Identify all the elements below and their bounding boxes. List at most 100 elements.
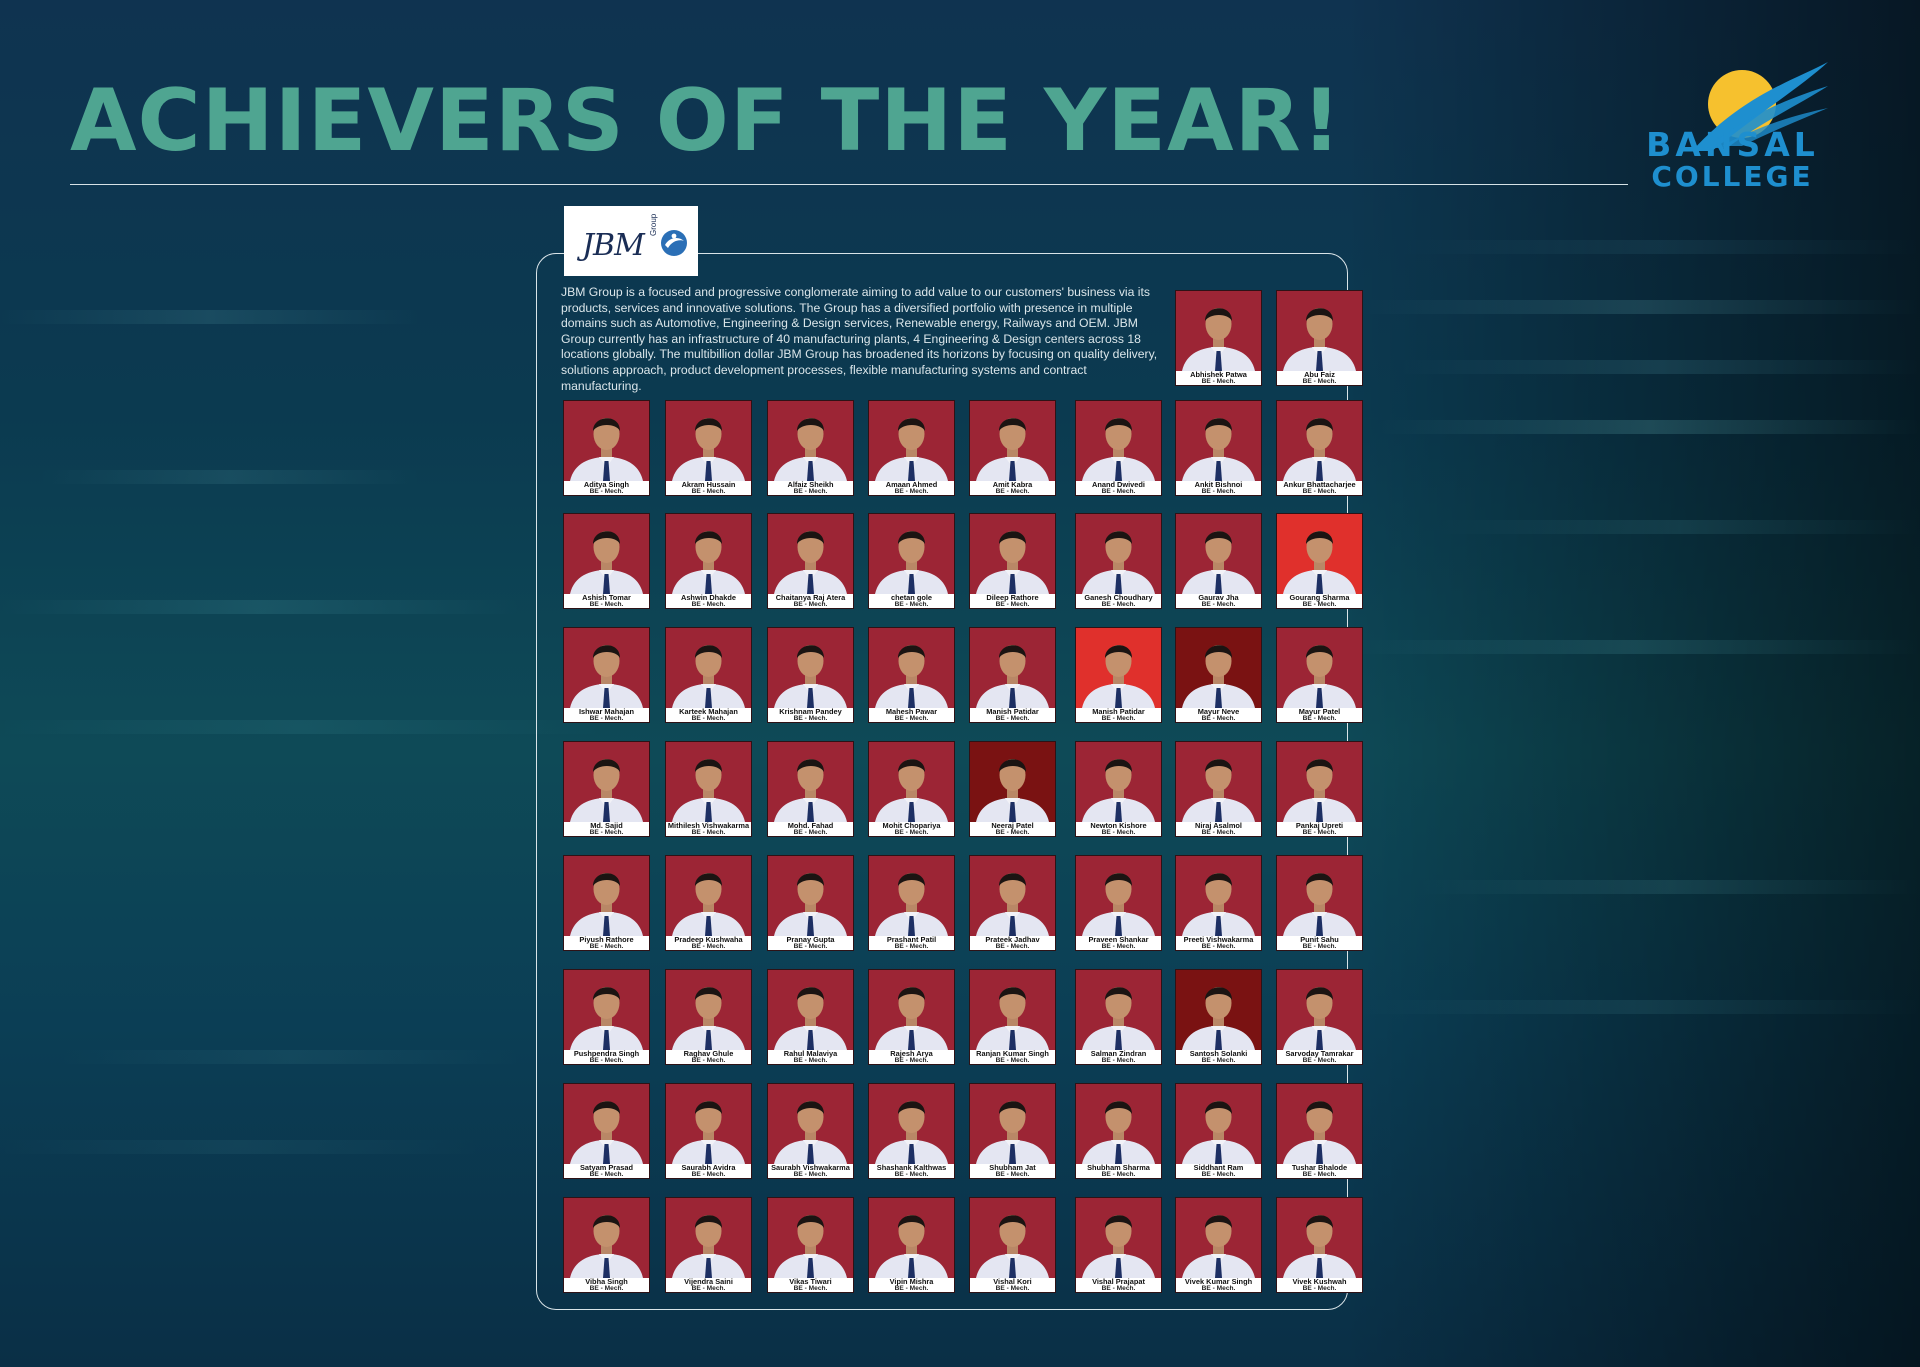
achiever-name: Mohd. Fahad	[787, 822, 834, 830]
achiever-photo	[666, 1084, 751, 1164]
achiever-card: Ankur Bhattacharjee BE - Mech.	[1276, 400, 1363, 496]
achiever-card: Vijendra Saini BE - Mech.	[665, 1197, 752, 1293]
achiever-name: Satyam Prasad	[580, 1164, 633, 1172]
achiever-degree: BE - Mech.	[691, 1057, 726, 1064]
achiever-name: Vipin Mishra	[889, 1278, 934, 1286]
achiever-photo	[1176, 1198, 1261, 1278]
achiever-photo	[869, 514, 954, 594]
achiever-photo	[768, 970, 853, 1050]
achiever-degree: BE - Mech.	[793, 715, 828, 722]
achiever-photo	[564, 742, 649, 822]
achiever-photo	[869, 401, 954, 481]
achiever-card: Rajesh Arya BE - Mech.	[868, 969, 955, 1065]
achiever-photo	[1277, 514, 1362, 594]
achiever-name: Vishal Kori	[993, 1278, 1032, 1286]
achiever-photo	[768, 1198, 853, 1278]
achiever-name: Mithilesh Vishwakarma	[667, 822, 750, 830]
background-streak	[0, 600, 520, 614]
achiever-degree: BE - Mech.	[1201, 378, 1236, 385]
achiever-degree: BE - Mech.	[589, 943, 624, 950]
achiever-card: Saurabh Avidra BE - Mech.	[665, 1083, 752, 1179]
achiever-degree: BE - Mech.	[1101, 601, 1136, 608]
achiever-photo	[564, 514, 649, 594]
achiever-degree: BE - Mech.	[793, 1285, 828, 1292]
achiever-card: Alfaiz Sheikh BE - Mech.	[767, 400, 854, 496]
achiever-photo	[564, 1084, 649, 1164]
achiever-photo	[768, 856, 853, 936]
background-streak	[1360, 1000, 1920, 1014]
achiever-name: Aditya Singh	[583, 481, 630, 489]
achiever-card: Punit Sahu BE - Mech.	[1276, 855, 1363, 951]
achiever-photo	[666, 514, 751, 594]
achiever-photo	[666, 401, 751, 481]
achiever-photo	[1076, 1084, 1161, 1164]
achiever-degree: BE - Mech.	[1201, 1171, 1236, 1178]
achiever-card: Krishnam Pandey BE - Mech.	[767, 627, 854, 723]
achiever-degree: BE - Mech.	[894, 1057, 929, 1064]
achiever-name: Tushar Bhalode	[1291, 1164, 1348, 1172]
achiever-photo	[1176, 856, 1261, 936]
achiever-degree: BE - Mech.	[589, 829, 624, 836]
achiever-degree: BE - Mech.	[1101, 1285, 1136, 1292]
achiever-name: Rahul Malaviya	[783, 1050, 838, 1058]
achiever-name: Ashwin Dhakde	[680, 594, 737, 602]
achiever-name: Krishnam Pandey	[779, 708, 842, 716]
achiever-card: Chaitanya Raj Atera BE - Mech.	[767, 513, 854, 609]
achiever-degree: BE - Mech.	[894, 601, 929, 608]
achiever-card: Vibha Singh BE - Mech.	[563, 1197, 650, 1293]
achiever-card: Tushar Bhalode BE - Mech.	[1276, 1083, 1363, 1179]
achiever-photo	[1277, 401, 1362, 481]
achiever-degree: BE - Mech.	[1101, 1171, 1136, 1178]
achiever-card: Mohit Chopariya BE - Mech.	[868, 741, 955, 837]
achiever-degree: BE - Mech.	[995, 1171, 1030, 1178]
jbm-logo-text: JBM	[582, 228, 645, 263]
achiever-card: Mahesh Pawar BE - Mech.	[868, 627, 955, 723]
achiever-degree: BE - Mech.	[1302, 378, 1337, 385]
achiever-degree: BE - Mech.	[1302, 715, 1337, 722]
achiever-name: Ishwar Mahajan	[578, 708, 635, 716]
achiever-name: Ranjan Kumar Singh	[976, 1050, 1049, 1058]
achiever-photo	[1076, 1198, 1161, 1278]
achiever-photo	[1277, 742, 1362, 822]
achiever-photo	[1277, 856, 1362, 936]
achiever-degree: BE - Mech.	[1101, 488, 1136, 495]
achiever-photo	[869, 628, 954, 708]
achiever-name: Gaurav Jha	[1198, 594, 1239, 602]
achiever-name: Shubham Jat	[989, 1164, 1036, 1172]
achiever-name: Vibha Singh	[585, 1278, 628, 1286]
achiever-card: Prashant Patil BE - Mech.	[868, 855, 955, 951]
background-streak	[0, 720, 600, 734]
achiever-photo	[970, 1084, 1055, 1164]
achiever-photo	[666, 970, 751, 1050]
achiever-name: Shubham Sharma	[1087, 1164, 1150, 1172]
achiever-degree: BE - Mech.	[589, 1171, 624, 1178]
achiever-name: Vivek Kumar Singh	[1184, 1278, 1253, 1286]
achiever-card: Vishal Kori BE - Mech.	[969, 1197, 1056, 1293]
achiever-card: Vishal Prajapat BE - Mech.	[1075, 1197, 1162, 1293]
achiever-degree: BE - Mech.	[894, 1285, 929, 1292]
college-logo-line1: BANSAL	[1646, 125, 1819, 164]
achiever-card: Anand Dwivedi BE - Mech.	[1075, 400, 1162, 496]
achiever-degree: BE - Mech.	[1302, 1285, 1337, 1292]
achiever-photo	[564, 856, 649, 936]
achiever-name: Pradeep Kushwaha	[674, 936, 743, 944]
sun-wing-icon	[1692, 62, 1828, 151]
achiever-name: Preeti Vishwakarma	[1183, 936, 1254, 944]
jbm-logo-subtext: Group	[649, 213, 658, 236]
background-streak	[60, 1050, 520, 1064]
achiever-name: Sarvoday Tamrakar	[1285, 1050, 1354, 1058]
achiever-name: Saurabh Avidra	[681, 1164, 736, 1172]
achiever-name: Alfaiz Sheikh	[787, 481, 834, 489]
background-streak	[1350, 640, 1920, 654]
achiever-degree: BE - Mech.	[793, 943, 828, 950]
achiever-name: Pranay Gupta	[786, 936, 835, 944]
company-description: JBM Group is a focused and progressive c…	[561, 285, 1158, 393]
background-streak	[0, 310, 420, 324]
achiever-name: Salman Zindran	[1090, 1050, 1147, 1058]
achiever-name: Pushpendra Singh	[573, 1050, 640, 1058]
achiever-degree: BE - Mech.	[1302, 1057, 1337, 1064]
achiever-name: Pankaj Upreti	[1295, 822, 1344, 830]
achiever-degree: BE - Mech.	[589, 1285, 624, 1292]
achiever-name: Karteek Mahajan	[679, 708, 738, 716]
achiever-card: Saurabh Vishwakarma BE - Mech.	[767, 1083, 854, 1179]
